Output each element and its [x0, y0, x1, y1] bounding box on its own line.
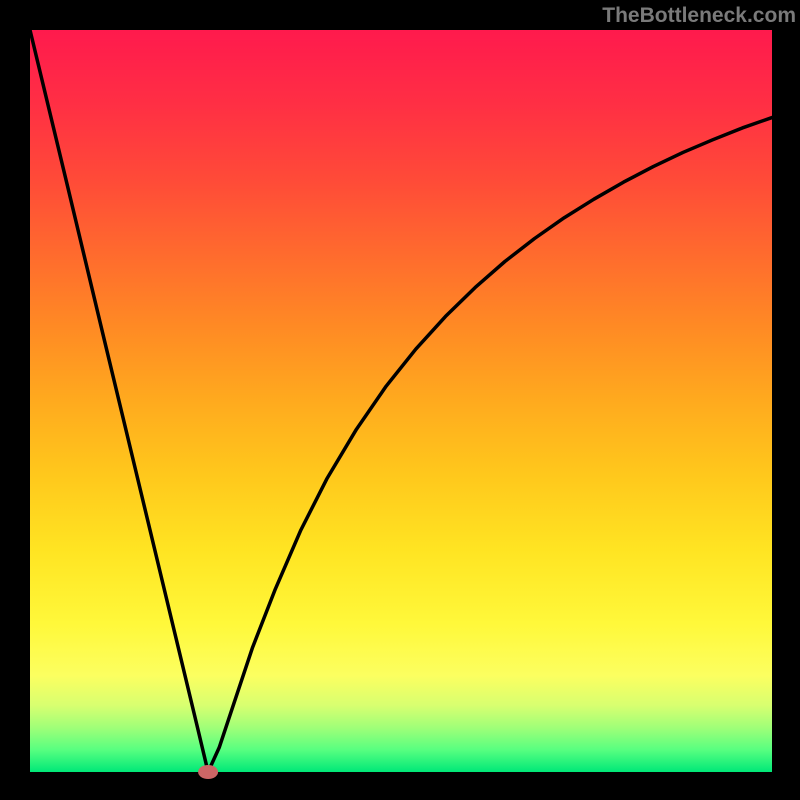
chart-container: TheBottleneck.com — [0, 0, 800, 800]
watermark-text: TheBottleneck.com — [602, 4, 796, 28]
plot-area — [30, 30, 772, 772]
